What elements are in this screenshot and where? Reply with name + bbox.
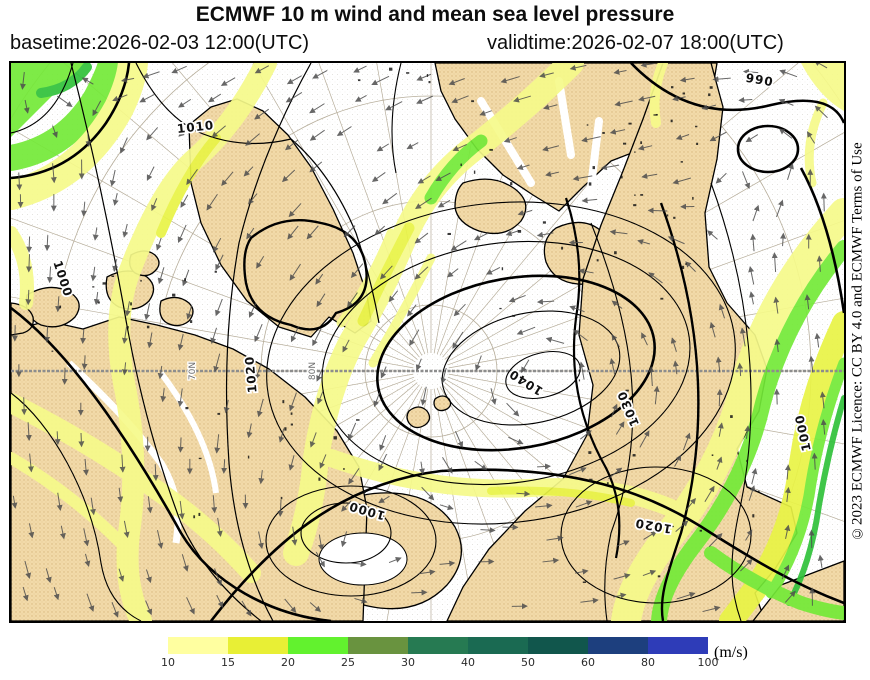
pressure-label: 1020 — [242, 355, 259, 393]
copyright-text: ©2023 ECMWF Licence: CC BY 4.0 and ECMWF… — [849, 142, 866, 542]
colorbar-segment — [588, 637, 648, 654]
colorbar-tick: 100 — [697, 656, 719, 669]
gulf — [318, 532, 408, 586]
colorbar-tick: 10 — [161, 656, 175, 669]
colorbar-segment — [348, 637, 408, 654]
land-svalbard — [433, 395, 452, 412]
colorbar-segment — [288, 637, 348, 654]
latitude-label: 70N — [188, 362, 198, 380]
weather-map: 1010 990 1040 1030 1020 1020 1000 1000 1000 70N 80… — [9, 61, 846, 623]
speckles — [51, 67, 760, 583]
colorbar-tick: 50 — [521, 656, 535, 669]
colorbar-tick: 15 — [221, 656, 235, 669]
colorbar-segment — [168, 637, 228, 654]
colorbar — [168, 637, 708, 654]
pressure-label: 1010 — [176, 118, 215, 136]
validtime-label: validtime:2026-02-07 18:00(UTC) — [487, 32, 784, 54]
wind-arrows — [11, 63, 828, 618]
colorbar-segment — [468, 637, 528, 654]
land-island — [454, 178, 527, 235]
colorbar-unit: (m/s) — [714, 644, 748, 661]
colorbar-tick: 60 — [581, 656, 595, 669]
colorbar-segment — [408, 637, 468, 654]
colorbar-tick: 80 — [641, 656, 655, 669]
colorbar-segment — [528, 637, 588, 654]
basetime-label: basetime:2026-02-03 12:00(UTC) — [10, 32, 310, 54]
pressure-label: 990 — [745, 71, 775, 90]
colorbar-tick: 25 — [341, 656, 355, 669]
colorbar-segment — [228, 637, 288, 654]
latitude-label: 80N — [308, 362, 318, 380]
colorbar-tick: 40 — [461, 656, 475, 669]
land-island — [159, 296, 194, 327]
land-svalbard — [406, 406, 431, 429]
colorbar-tick: 20 — [281, 656, 295, 669]
colorbar-segment — [648, 637, 708, 654]
page-title: ECMWF 10 m wind and mean sea level press… — [195, 3, 675, 26]
subtitle-row: basetime:2026-02-03 12:00(UTC) validtime… — [0, 32, 870, 58]
colorbar-tick: 30 — [401, 656, 415, 669]
strait — [158, 371, 219, 494]
